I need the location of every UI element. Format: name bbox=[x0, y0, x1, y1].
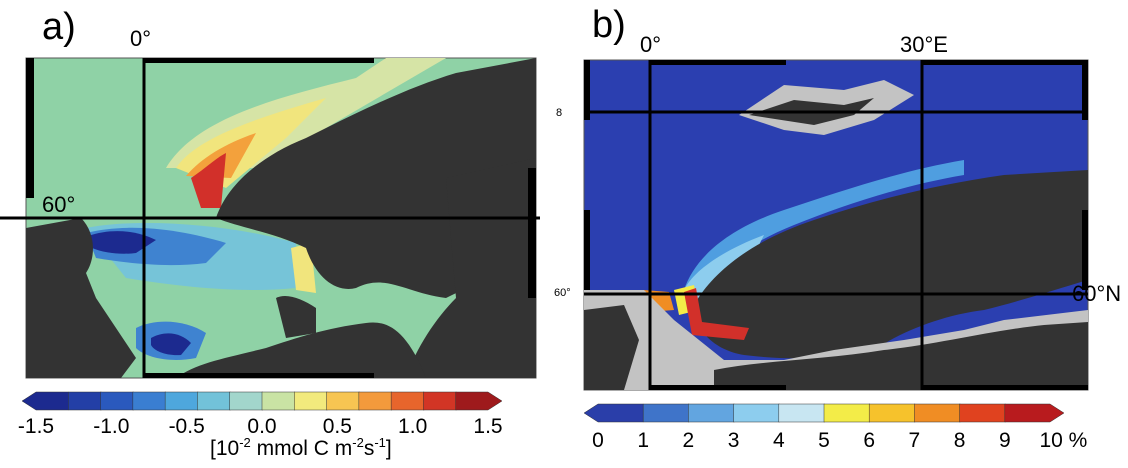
panel-a-colorbar-tick-label: 1.0 bbox=[398, 415, 428, 438]
panel-b-colorbar-segment bbox=[959, 403, 1006, 423]
denmark-land bbox=[276, 296, 316, 338]
panel-a-colorbar-tick-label: 1.5 bbox=[473, 415, 503, 438]
contour-band-orange bbox=[186, 133, 256, 178]
panel-b-colorbar-segment bbox=[1004, 403, 1065, 423]
south-land bbox=[584, 305, 639, 390]
panel-b-map bbox=[583, 59, 1089, 391]
panel-a-colorbar-segment bbox=[261, 391, 296, 411]
panel-a-colorbar-tick-label: 0.0 bbox=[247, 415, 277, 438]
panel-b-colorbar-tick-label: 0 bbox=[592, 429, 604, 452]
panel-b-colorbar-segment bbox=[733, 403, 780, 423]
panel-a-colorbar-segment bbox=[358, 391, 392, 411]
panel-b-colorbar-segment bbox=[642, 403, 690, 423]
panel-a-colorbar-segment bbox=[132, 391, 166, 411]
panel-a-letter: a) bbox=[42, 6, 76, 48]
norway-land bbox=[694, 170, 1088, 359]
panel-a-colorbar-segment bbox=[326, 391, 360, 411]
panel-b-letter: b) bbox=[592, 4, 626, 46]
panel-b-colorbar-tick-label: 5 bbox=[818, 429, 830, 452]
panel-a-colorbar-segment bbox=[68, 391, 102, 411]
british-isles-land bbox=[26, 218, 136, 378]
panel-a-colorbar-tick-label: -1.0 bbox=[93, 415, 130, 438]
panel-b-colorbar-tick-label: 1 bbox=[637, 429, 650, 452]
panel-b-colorbar-tick-label: 8 bbox=[953, 429, 966, 452]
panel-a-colorbar-tick-label: -0.5 bbox=[168, 415, 205, 438]
panel-b-colorbar-tick-label: 6 bbox=[863, 429, 876, 452]
panel-b-colorbar-segment bbox=[823, 403, 870, 423]
panel-a-map bbox=[0, 57, 540, 379]
panel-a-colorbar bbox=[21, 391, 503, 411]
coastal-hotspot-red bbox=[684, 288, 749, 340]
panel-a-colorbar-segment bbox=[423, 391, 457, 411]
panel-a-colorbar-segment bbox=[294, 391, 328, 411]
panel-b-colorbar-tick-label: 4 bbox=[772, 429, 785, 452]
panel-b-top-small-label: 8 bbox=[556, 107, 563, 119]
panel-b-colorbar-segment bbox=[778, 403, 825, 423]
panel-a-colorbar-tick-label: -1.5 bbox=[17, 415, 55, 438]
panel-a-colorbar-segment bbox=[390, 391, 425, 411]
panel-a-colorbar-segment bbox=[229, 391, 263, 411]
panel-a-colorbar-segment bbox=[100, 391, 134, 411]
panel-b-colorbar bbox=[583, 403, 1065, 423]
panel-b-colorbar-segment bbox=[914, 403, 961, 423]
panel-b-colorbar-tick-label: 2 bbox=[682, 429, 695, 452]
continent-land bbox=[714, 322, 1088, 390]
scandinavia-east-land bbox=[406, 158, 536, 378]
panel-a-colorbar-unit: [10-2 mmol C m-2s-1] bbox=[210, 435, 392, 460]
coastal-band-lighter bbox=[684, 235, 764, 300]
panel-b-colorbar-segment bbox=[868, 403, 916, 423]
contour-band-darkblue bbox=[88, 231, 156, 254]
panel-b-colorbar-segment bbox=[583, 403, 644, 423]
panel-b-colorbar-segment bbox=[688, 403, 735, 423]
panel-a-colorbar-segment bbox=[164, 391, 199, 411]
contour-band-darkblue-south bbox=[151, 333, 191, 356]
panel-b-lat-label-small: 60° bbox=[554, 287, 571, 299]
panel-b-colorbar-tick-label: 10 % bbox=[1039, 429, 1088, 452]
panel-a-colorbar-tick-label: 0.5 bbox=[322, 415, 352, 438]
panel-b-lon-label-0: 0° bbox=[640, 32, 662, 57]
panel-a-colorbar-segment bbox=[455, 391, 503, 411]
panel-b-lon-label-30: 30°E bbox=[900, 32, 948, 57]
panel-a-colorbar-segment bbox=[21, 391, 69, 411]
panel-b-colorbar-tick-label: 9 bbox=[998, 429, 1011, 452]
panel-a-colorbar-segment bbox=[197, 391, 231, 411]
panel-b-colorbar-tick-label: 7 bbox=[908, 429, 921, 452]
panel-b-colorbar-tick-label: 3 bbox=[727, 429, 740, 452]
contour-band-red bbox=[191, 153, 226, 208]
continental-europe-land bbox=[176, 322, 426, 378]
coastal-band-light bbox=[684, 160, 964, 300]
panel-b-lat-label-right: 60°N bbox=[1072, 281, 1122, 306]
panel-a-lon-label: 0° bbox=[130, 26, 152, 51]
panel-a-lat-label: 60° bbox=[42, 192, 76, 217]
